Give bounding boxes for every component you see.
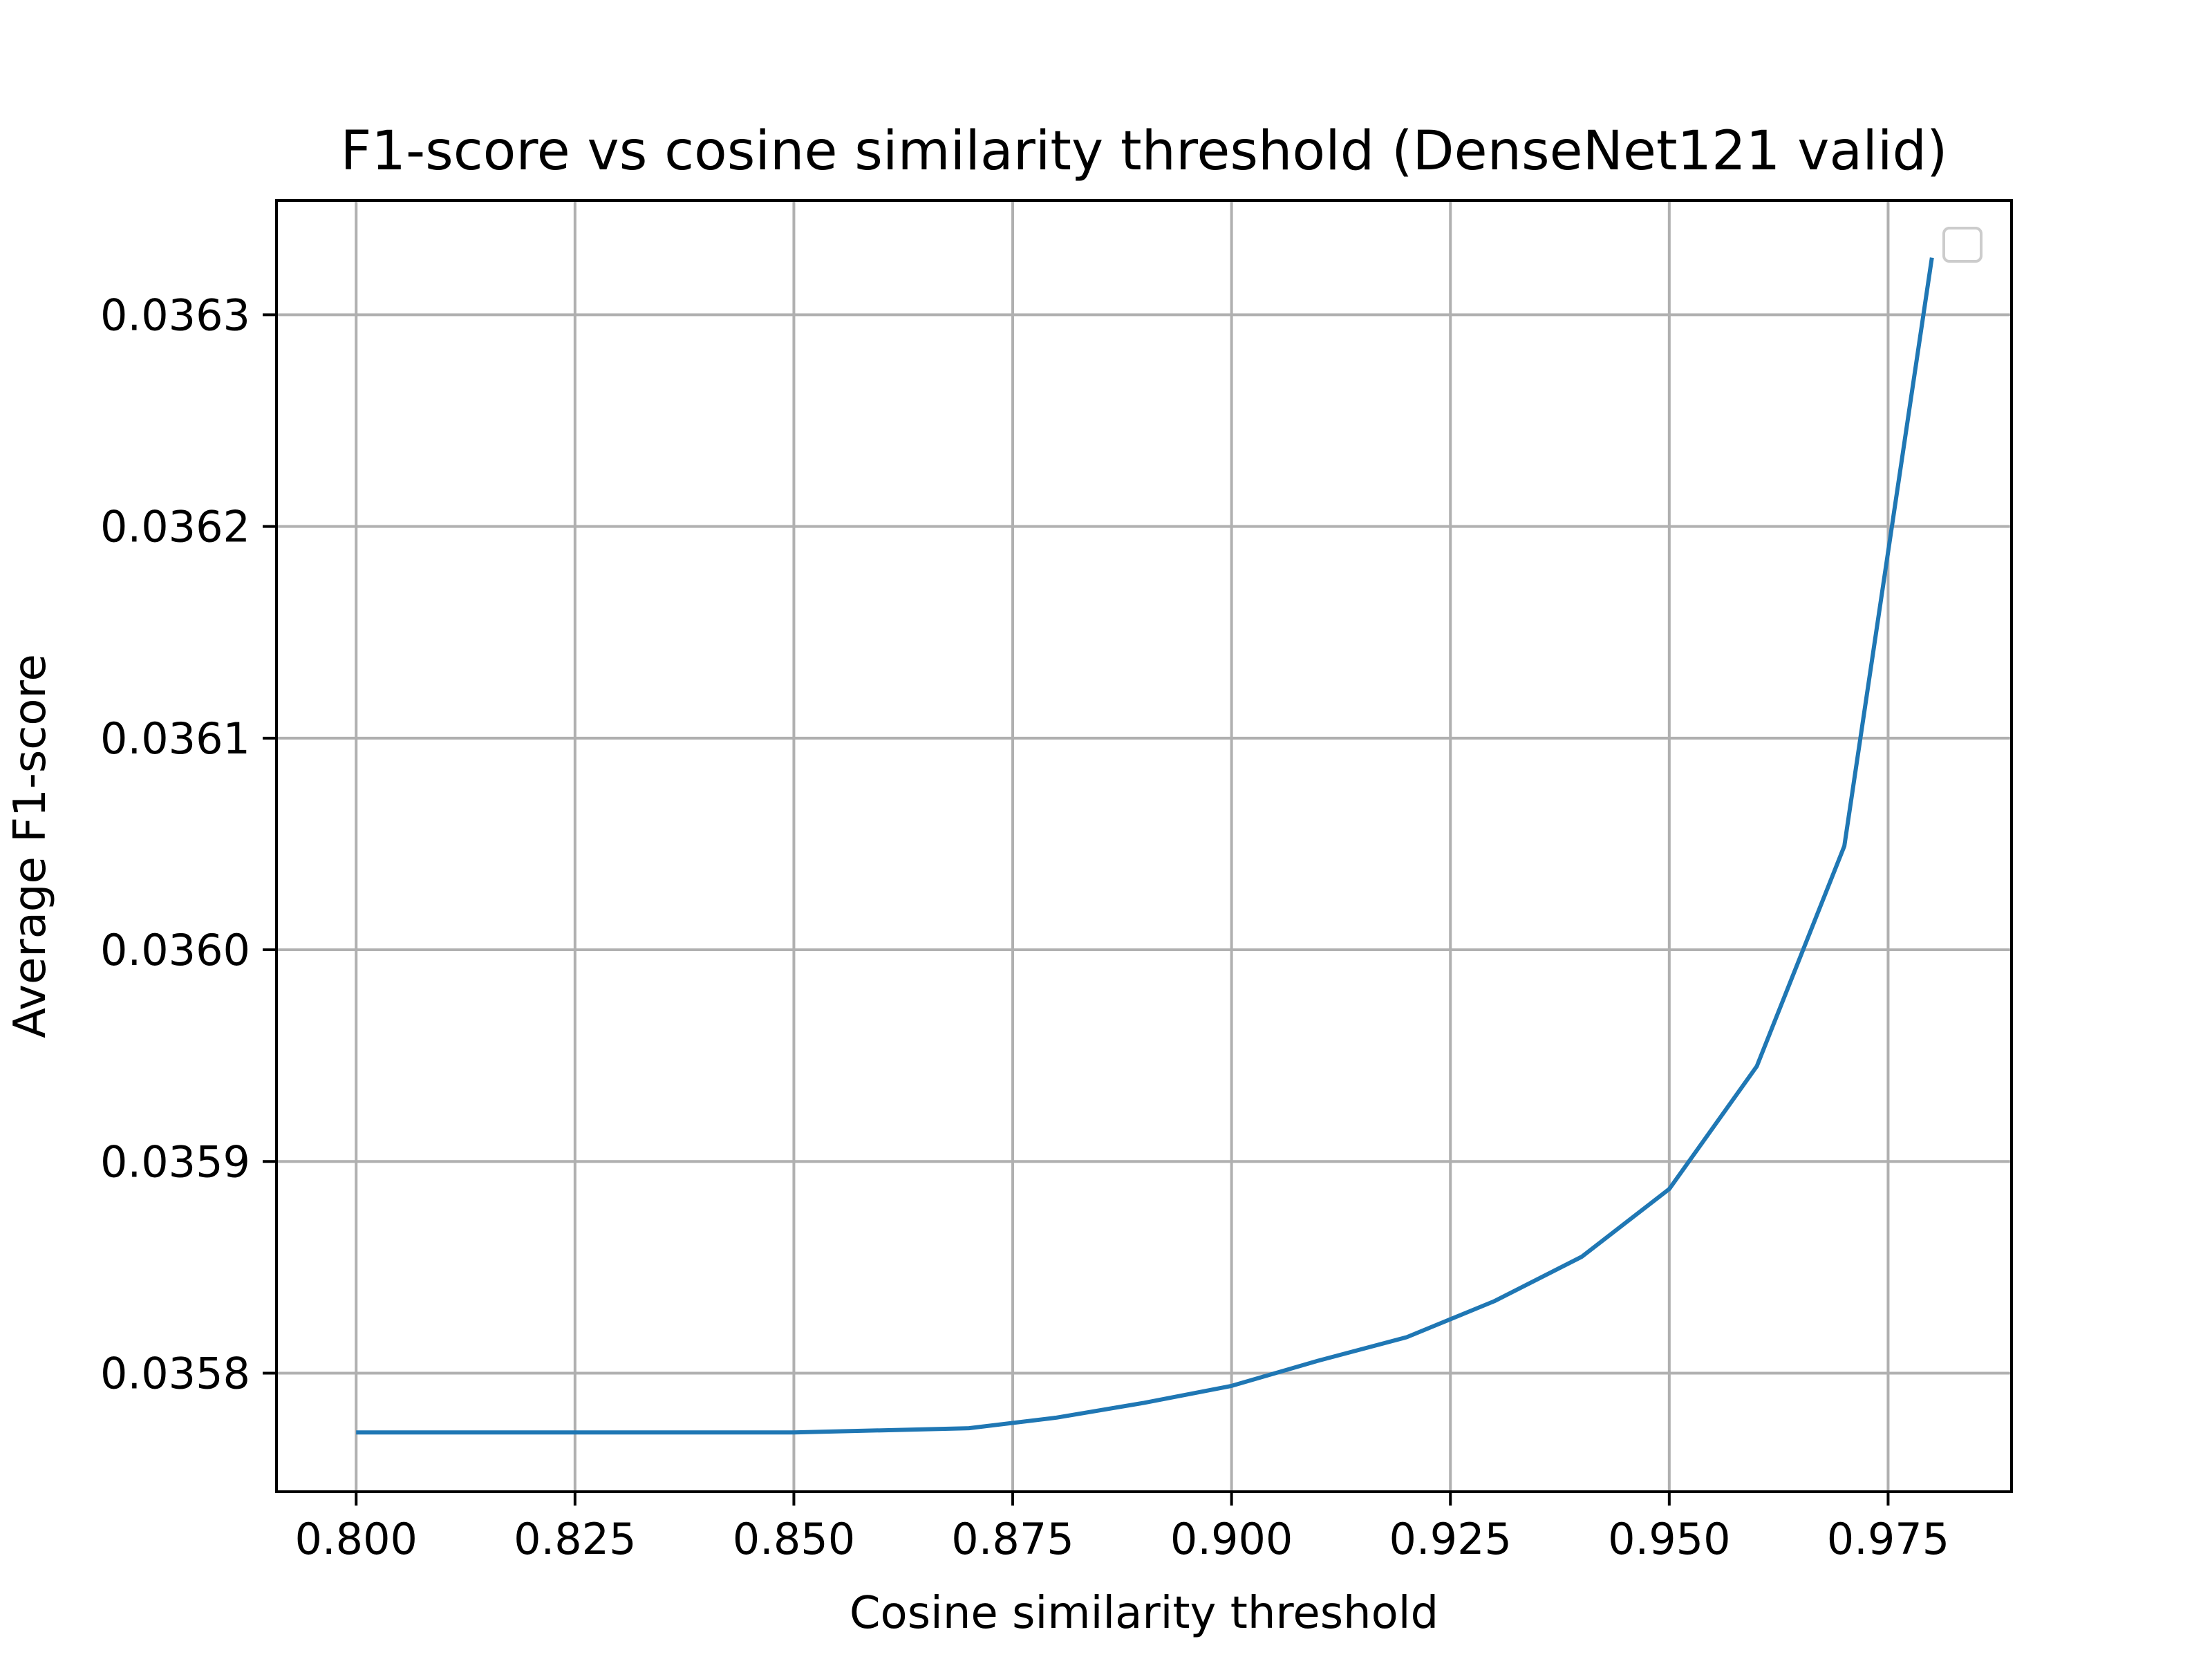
x-axis-label: Cosine similarity threshold [850, 1588, 1438, 1639]
y-tick-label: 0.0360 [100, 925, 250, 975]
x-tick-label: 0.925 [1389, 1514, 1512, 1564]
x-tick-label: 0.875 [951, 1514, 1074, 1564]
chart-title: F1-score vs cosine similarity threshold … [341, 120, 1948, 182]
plot-frame [275, 199, 2013, 1493]
series-line [356, 257, 1934, 1435]
legend [1942, 227, 1983, 263]
series-layer [356, 257, 1934, 1435]
y-tick-label: 0.0363 [100, 290, 250, 340]
y-tick-label: 0.0361 [100, 713, 250, 764]
y-tick-label: 0.0358 [100, 1349, 250, 1399]
y-tick-label: 0.0359 [100, 1136, 250, 1187]
y-axis-label: Average F1-score [5, 654, 56, 1038]
grid [276, 200, 2012, 1492]
x-tick-label: 0.975 [1827, 1514, 1950, 1564]
x-tick-label: 0.900 [1170, 1514, 1293, 1564]
x-tick-label: 0.950 [1608, 1514, 1731, 1564]
x-tick-label: 0.825 [514, 1514, 637, 1564]
y-tick-label: 0.0362 [100, 502, 250, 552]
x-tick-label: 0.800 [294, 1514, 418, 1564]
axis-ticks: 0.800 0.825 0.850 0.875 0.900 0.925 0.950 0.975… [100, 290, 1949, 1564]
x-tick-label: 0.850 [733, 1514, 856, 1564]
